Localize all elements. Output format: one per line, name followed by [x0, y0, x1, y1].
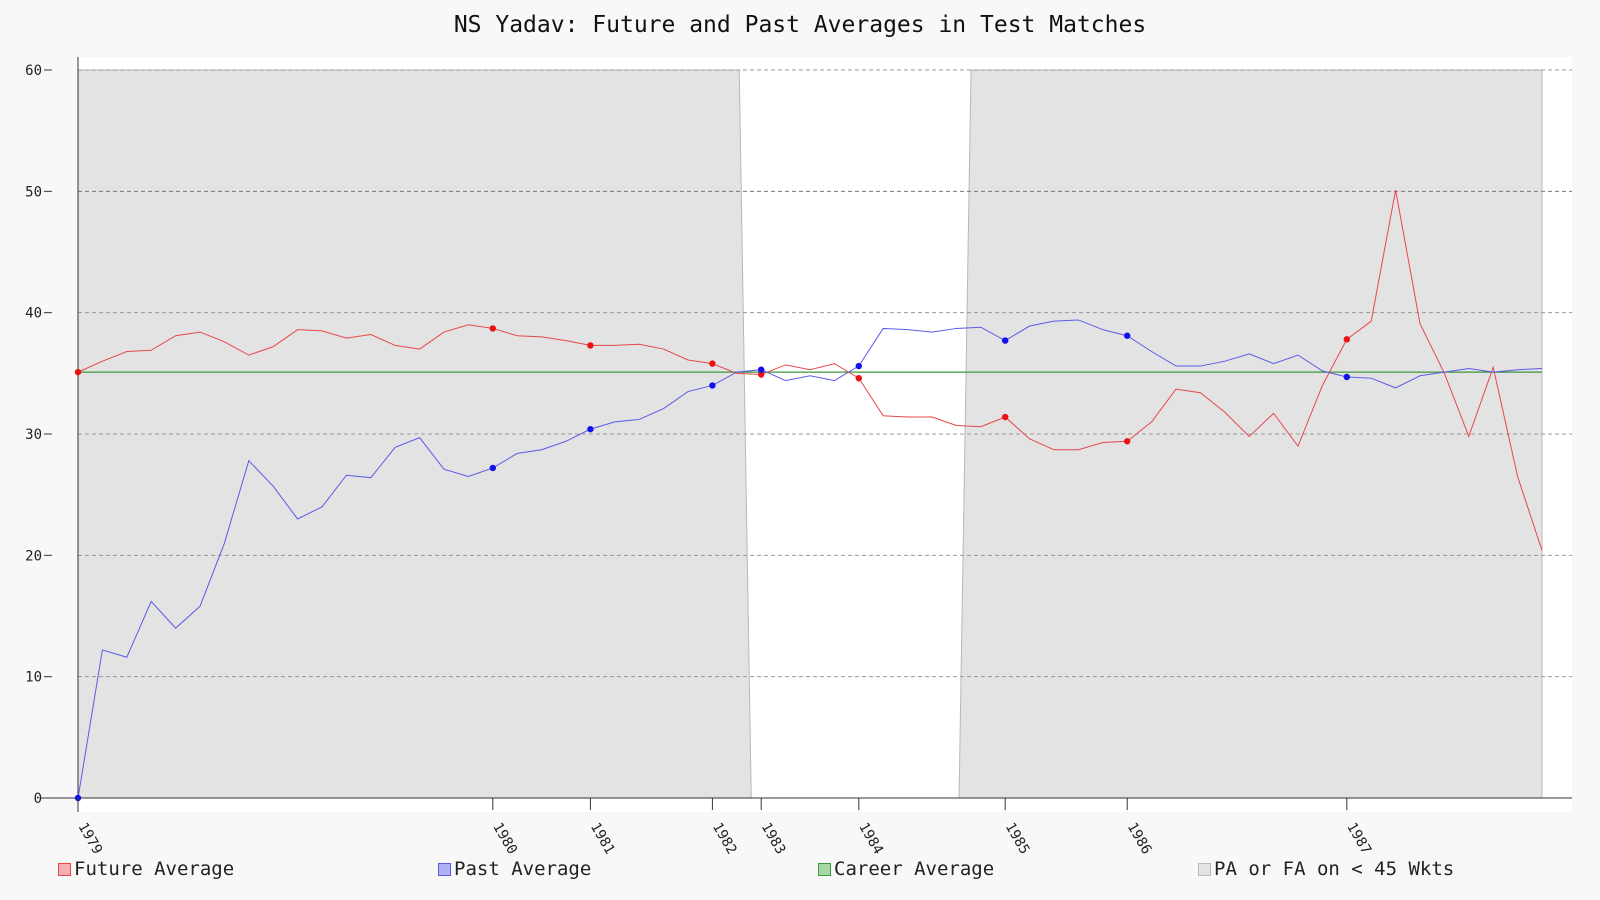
past-average-point: [1343, 373, 1351, 381]
x-tick-label-1985: 1985: [1002, 820, 1033, 857]
legend-item-past-average[interactable]: Past Average: [438, 858, 591, 880]
x-tick-label-1983: 1983: [758, 820, 789, 857]
legend: Future Average Past Average Career Avera…: [0, 858, 1600, 888]
legend-label-career: Career Average: [834, 858, 995, 880]
future-average-point: [1002, 413, 1009, 421]
legend-item-future-average[interactable]: Future Average: [58, 858, 234, 880]
past-average-line: [77, 319, 1543, 799]
y-tick-label-50: 50: [25, 184, 42, 200]
x-tick-label-1982: 1982: [709, 820, 740, 857]
x-tick-label-1981: 1981: [587, 820, 618, 857]
legend-swatch-future: [58, 862, 71, 876]
future-average-point: [1124, 438, 1131, 445]
legend-label-low-wickets: PA or FA on < 45 Wkts: [1214, 858, 1455, 880]
past-average-point: [855, 362, 862, 370]
y-tick-label-10: 10: [25, 670, 42, 686]
past-average-point: [1124, 332, 1131, 339]
axes: [40, 57, 1572, 812]
future-average-point: [758, 371, 765, 378]
future-average-point: [489, 325, 496, 332]
gridlines: [78, 69, 1572, 678]
future-average-point: [1343, 336, 1351, 343]
future-average-line: [77, 190, 1543, 551]
legend-label-past: Past Average: [454, 858, 592, 880]
past-average-point: [489, 464, 496, 472]
past-average-point: [1002, 337, 1009, 344]
future-average-point: [855, 374, 862, 382]
past-average-point: [709, 382, 716, 389]
legend-swatch-low-wickets: [1198, 862, 1211, 876]
series-markers: [74, 325, 1351, 802]
x-tick-label-1987: 1987: [1343, 820, 1374, 857]
chart-title: NS Yadav: Future and Past Averages in Te…: [453, 12, 1147, 38]
y-tick-label-0: 0: [34, 791, 42, 807]
y-tick-labels: 0 10 20 30 40 50 60: [25, 63, 52, 807]
y-tick-label-40: 40: [25, 306, 42, 322]
past-average-point: [758, 366, 765, 373]
y-tick-label-20: 20: [25, 548, 42, 564]
x-tick-label-1984: 1984: [855, 820, 886, 857]
x-tick-label-1980: 1980: [489, 820, 520, 857]
y-tick-label-60: 60: [25, 63, 42, 79]
x-tick-label-1979: 1979: [75, 820, 106, 857]
series-lines: [77, 190, 1543, 799]
legend-swatch-career: [818, 862, 831, 876]
past-average-point: [587, 425, 594, 433]
y-tick-label-30: 30: [25, 427, 42, 443]
legend-item-career-average[interactable]: Career Average: [818, 858, 994, 880]
legend-swatch-past: [438, 862, 451, 876]
legend-label-future: Future Average: [74, 858, 235, 880]
future-average-point: [74, 368, 82, 376]
future-average-point: [709, 360, 716, 367]
legend-item-low-wickets[interactable]: PA or FA on < 45 Wkts: [1198, 858, 1454, 880]
future-average-point: [587, 342, 594, 349]
x-tick-label-1986: 1986: [1124, 820, 1155, 857]
